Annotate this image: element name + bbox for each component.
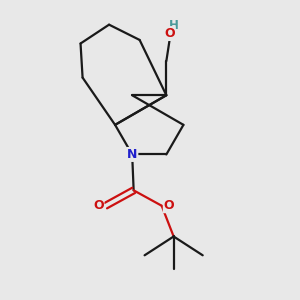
Text: N: N <box>127 148 137 161</box>
Text: H: H <box>169 19 179 32</box>
Text: O: O <box>93 199 104 212</box>
Text: O: O <box>164 199 174 212</box>
Text: O: O <box>164 27 175 40</box>
